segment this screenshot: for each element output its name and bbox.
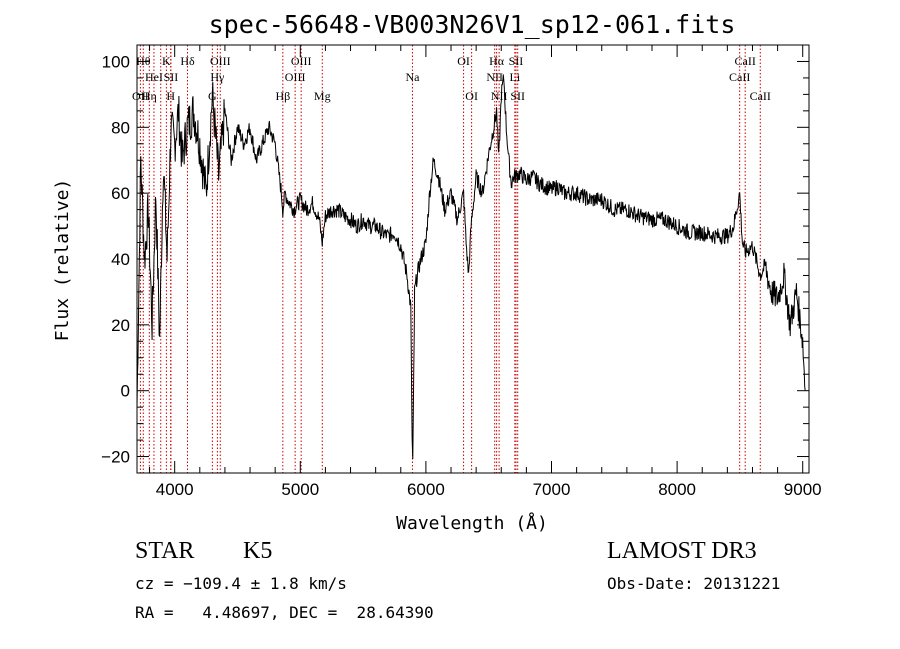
- axis-ticks: [137, 45, 809, 473]
- line-label: SII: [510, 89, 525, 103]
- line-label: CaII: [729, 70, 750, 84]
- line-label: Li: [509, 70, 520, 84]
- line-label: OII: [132, 89, 149, 103]
- line-label: SII: [164, 70, 179, 84]
- line-label: CaII: [750, 89, 771, 103]
- line-label: Hδ: [180, 54, 195, 68]
- line-label: Hη: [142, 89, 157, 103]
- obs-date: Obs-Date: 20131221: [607, 574, 781, 593]
- line-markers: [139, 45, 761, 473]
- y-tick-label: −20: [101, 448, 130, 467]
- line-label: K: [162, 54, 171, 68]
- line-label: Hβ: [275, 89, 290, 103]
- x-tick-label: 6000: [407, 480, 445, 499]
- line-label: CaII: [735, 54, 756, 68]
- survey-label: LAMOST DR3: [607, 538, 757, 564]
- y-tick-label: 60: [111, 184, 130, 203]
- cz-value: cz = −109.4 ± 1.8 km/s: [135, 574, 347, 593]
- line-label: H: [166, 89, 175, 103]
- y-tick-label: 80: [111, 118, 130, 137]
- line-label: OIII: [285, 70, 306, 84]
- y-tick-labels: −20 0 20 40 60 80 100: [101, 52, 130, 466]
- y-tick-label: 40: [111, 250, 130, 269]
- chart-title: spec-56648-VB003N26V1_sp12-061.fits: [209, 10, 736, 39]
- x-tick-label: 7000: [533, 480, 571, 499]
- line-label: NII: [486, 70, 503, 84]
- line-label: NII: [491, 89, 508, 103]
- x-tick-labels: 4000 5000 6000 7000 8000 9000: [156, 480, 822, 499]
- line-label: Mg: [314, 89, 331, 103]
- x-tick-label: 4000: [156, 480, 194, 499]
- spectrum-series: [136, 74, 806, 460]
- x-tick-label: 8000: [658, 480, 696, 499]
- y-tick-label: 0: [121, 382, 130, 401]
- line-label: OI: [465, 89, 478, 103]
- plot-frame: [136, 44, 810, 474]
- y-tick-label: 20: [111, 316, 130, 335]
- class-label: STAR: [135, 538, 195, 564]
- line-label: HeI: [145, 70, 163, 84]
- x-axis-label: Wavelength (Å): [396, 512, 548, 534]
- line-label: Hγ: [210, 70, 225, 84]
- line-label: SII: [509, 54, 524, 68]
- line-label: Hα: [489, 54, 505, 68]
- subclass-label: K5: [243, 538, 273, 564]
- y-axis-label: Flux (relative): [52, 179, 73, 342]
- line-label: Na: [405, 70, 420, 84]
- spectrum-line: [136, 74, 806, 460]
- y-tick-label: 100: [102, 52, 130, 71]
- line-label: OIII: [210, 54, 231, 68]
- x-tick-label: 5000: [281, 480, 319, 499]
- coordinates: RA = 4.48697, DEC = 28.64390: [135, 603, 434, 622]
- line-label: OI: [457, 54, 470, 68]
- line-label: OIII: [291, 54, 312, 68]
- x-tick-label: 9000: [784, 480, 822, 499]
